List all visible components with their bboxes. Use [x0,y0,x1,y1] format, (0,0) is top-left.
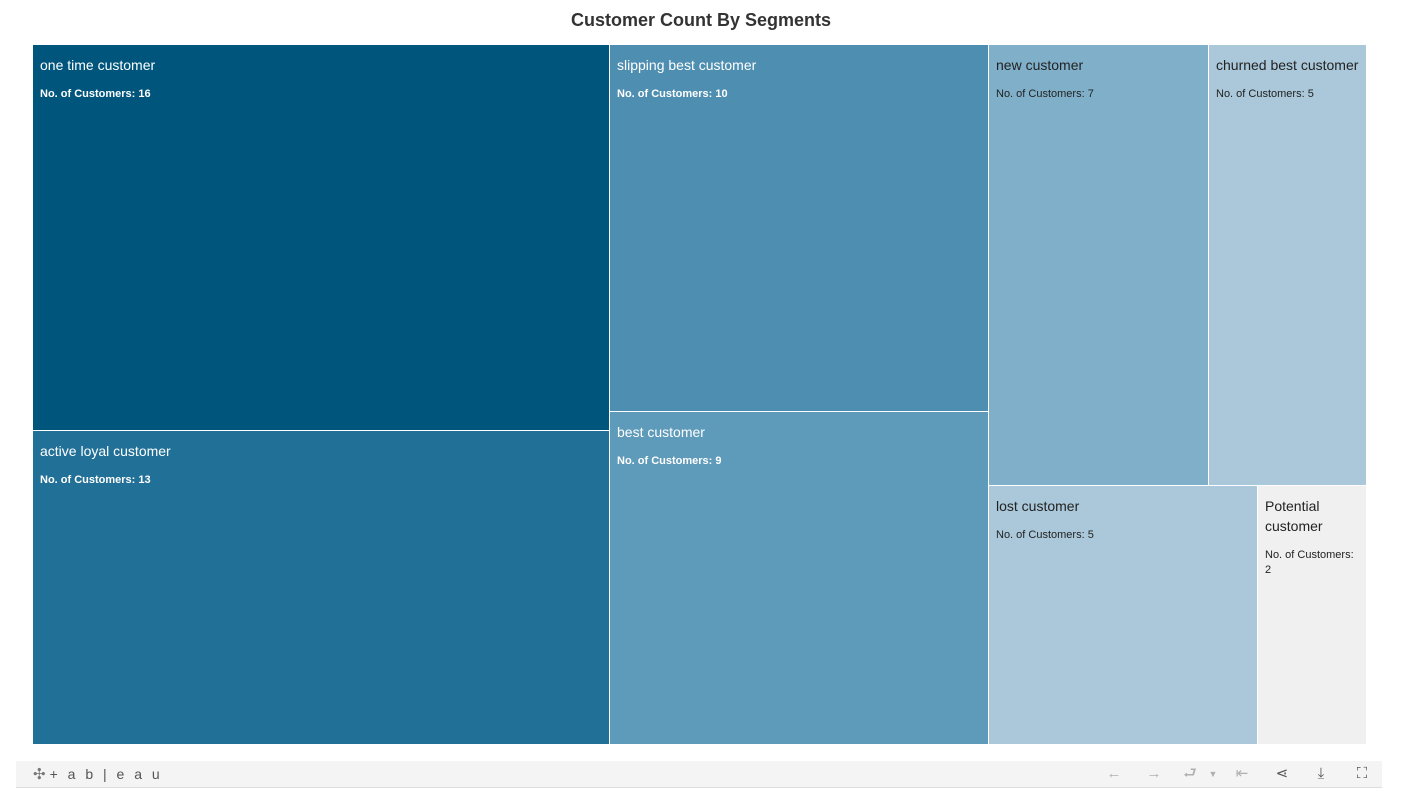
fullscreen-icon[interactable]: ⛶ [1356,765,1368,782]
tile-value: No. of Customers: 2 [1265,549,1354,576]
tile-value: No. of Customers: 5 [1216,88,1314,100]
treemap-tile-one-time-customer[interactable]: one time customer No. of Customers: 16 [33,45,609,430]
tile-value: No. of Customers: 9 [617,455,722,467]
tile-label: Potential customer [1265,498,1323,534]
treemap-tile-churned-best-customer[interactable]: churned best customer No. of Customers: 5 [1209,45,1366,485]
undo-icon[interactable]: ← [1106,765,1122,782]
tile-value: No. of Customers: 10 [617,88,728,100]
tile-label: active loyal customer [40,443,171,459]
treemap-tile-active-loyal-customer[interactable]: active loyal customer No. of Customers: 1… [33,431,609,744]
revert-dropdown-icon[interactable]: ▼ [1208,769,1218,779]
tile-value: No. of Customers: 13 [40,474,151,486]
treemap-tile-potential-customer[interactable]: Potential customer No. of Customers: 2 [1258,486,1366,744]
tile-value: No. of Customers: 7 [996,88,1094,100]
tile-label: churned best customer [1216,57,1359,73]
treemap-tile-lost-customer[interactable]: lost customer No. of Customers: 5 [989,486,1257,744]
treemap-tile-new-customer[interactable]: new customer No. of Customers: 7 [989,45,1208,485]
tableau-logo-icon: ✣ [33,766,46,783]
tile-label: best customer [617,424,705,440]
treemap-tile-best-customer[interactable]: best customer No. of Customers: 9 [610,412,988,744]
tableau-logo-text: + a b | e a u [49,766,163,782]
tile-label: one time customer [40,57,156,73]
share-icon[interactable]: ⋖ [1275,765,1289,782]
tile-value: No. of Customers: 16 [40,88,151,100]
chart-title: Customer Count By Segments [570,10,832,30]
treemap-tile-slipping-best-customer[interactable]: slipping best customer No. of Customers: … [610,45,988,411]
treemap: one time customer No. of Customers: 16 act… [33,45,1366,744]
tableau-toolbar: ✣ + a b | e a u ← → ⮐ ▼ ⇤ ⋖ ⤓ ⛶ [16,761,1382,788]
download-icon[interactable]: ⤓ [1317,765,1325,782]
tile-label: new customer [996,57,1084,73]
tableau-logo[interactable]: ✣ + a b | e a u [33,765,163,783]
tile-label: lost customer [996,498,1080,514]
tile-value: No. of Customers: 5 [996,529,1094,541]
redo-icon[interactable]: → [1146,765,1162,782]
tile-label: slipping best customer [617,57,757,73]
reset-icon[interactable]: ⇤ [1235,765,1249,782]
revert-icon[interactable]: ⮐ [1183,765,1197,782]
